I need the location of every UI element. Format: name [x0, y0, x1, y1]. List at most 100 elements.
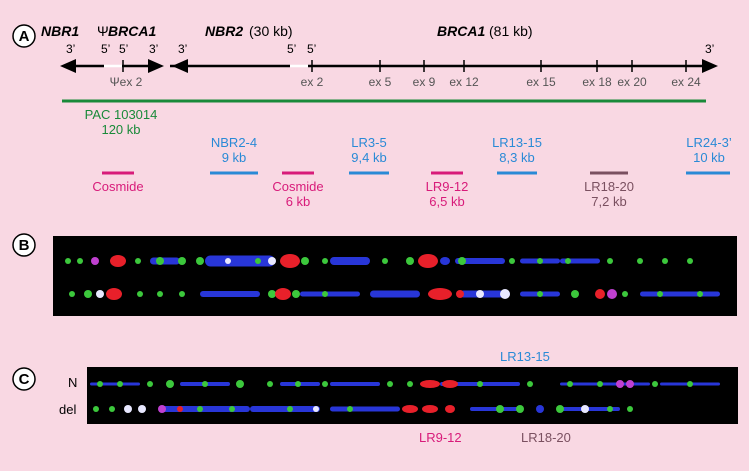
fiber-signal — [138, 405, 146, 413]
probe-lr9-12-name: LR9-12 — [426, 179, 469, 194]
fiber-signal — [157, 291, 163, 297]
fiber-signal — [597, 381, 603, 387]
fiber-signal — [109, 406, 115, 412]
exon-label-ex5: ex 5 — [369, 75, 392, 89]
fiber-signal — [406, 257, 414, 265]
nbr2-arrowhead — [172, 59, 188, 73]
fiber-signal — [322, 258, 328, 264]
fiber-signal — [607, 258, 613, 264]
fiber-signal — [177, 406, 183, 412]
brca1-end-5prime: 5’ — [307, 42, 316, 56]
fiber-signal — [382, 258, 388, 264]
fiber-segment — [330, 406, 400, 412]
exon-label-psi-ex2: Ψex 2 — [110, 75, 143, 89]
fiber-signal — [477, 381, 483, 387]
fiber-signal — [280, 254, 300, 268]
fiber-signal — [657, 291, 663, 297]
fiber-signal — [652, 381, 658, 387]
panel-b-fiber-top — [65, 254, 693, 268]
fiber-signal — [687, 258, 693, 264]
fiber-segment — [150, 257, 180, 265]
fiber-signal — [616, 380, 624, 388]
fiber-signal — [422, 405, 438, 413]
fiber-signal — [458, 257, 466, 265]
panel-c-image — [87, 367, 738, 424]
fiber-segment — [330, 257, 370, 265]
brca1-arrowhead — [702, 59, 718, 73]
brca1-end-3prime: 3’ — [705, 42, 714, 56]
exon-label-ex15: ex 15 — [526, 75, 556, 89]
fiber-signal — [322, 381, 328, 387]
probe-lr24-3-name: LR24-3’ — [686, 135, 732, 150]
fiber-segment — [455, 258, 505, 264]
fiber-signal — [428, 288, 452, 300]
fiber-signal — [110, 255, 126, 267]
nbr1-end-5prime: 5’ — [101, 42, 110, 56]
panel-b-letter: B — [19, 237, 30, 254]
fiber-signal — [268, 257, 276, 265]
exon-label-ex9: ex 9 — [413, 75, 436, 89]
fiber-segment — [640, 291, 720, 297]
fiber-signal — [135, 258, 141, 264]
probe-cosmide-2-name: Cosmide — [272, 179, 323, 194]
fiber-segment — [160, 406, 250, 412]
probe-lr13-15-name: LR13-15 — [492, 135, 542, 150]
probe-lr18-20-name: LR18-20 — [584, 179, 634, 194]
panel-c-row-normal: N — [68, 375, 77, 390]
fiber-signal — [178, 257, 186, 265]
fiber-signal — [476, 290, 484, 298]
fiber-signal — [627, 406, 633, 412]
fiber-signal — [537, 258, 543, 264]
fiber-signal — [96, 290, 104, 298]
fiber-signal — [637, 258, 643, 264]
fiber-signal — [407, 381, 413, 387]
fiber-signal — [158, 405, 166, 413]
fiber-signal — [662, 258, 668, 264]
probe-lr18-20-size: 7,2 kb — [591, 194, 626, 209]
fiber-signal — [440, 257, 450, 265]
probe-nbr2-4-size: 9 kb — [222, 150, 247, 165]
fiber-signal — [124, 405, 132, 413]
fiber-signal — [295, 381, 301, 387]
panel-c-label-lr9-12: LR9-12 — [419, 430, 462, 445]
fiber-signal — [117, 381, 123, 387]
fiber-signal — [571, 290, 579, 298]
fiber-signal — [77, 258, 83, 264]
fiber-segment — [250, 406, 320, 412]
fiber-signal — [268, 290, 276, 298]
fiber-signal — [527, 381, 533, 387]
fiber-signal — [445, 405, 455, 413]
fiber-signal — [287, 406, 293, 412]
probe-cosmide-1-name: Cosmide — [92, 179, 143, 194]
fiber-signal — [156, 257, 164, 265]
fiber-signal — [137, 291, 143, 297]
panel-b-fiber-bottom — [69, 288, 720, 300]
fiber-signal — [581, 405, 589, 413]
probe-lr24-3-size: 10 kb — [693, 150, 725, 165]
fiber-signal — [607, 406, 613, 412]
panel-b-badge — [12, 233, 36, 257]
fiber-signal — [687, 381, 693, 387]
exon-label-ex2: ex 2 — [301, 75, 324, 89]
fiber-signal — [236, 380, 244, 388]
pac-name: PAC 103014 — [85, 107, 158, 122]
fiber-signal — [229, 406, 235, 412]
fiber-signal — [313, 406, 319, 412]
panel-a-letter: A — [19, 28, 30, 45]
gene-brca1-size: (81 kb) — [489, 23, 533, 39]
fiber-segment — [370, 290, 420, 298]
fiber-signal — [536, 405, 544, 413]
fiber-signal — [418, 254, 438, 268]
fiber-signal — [567, 381, 573, 387]
fiber-signal — [322, 291, 328, 297]
fiber-signal — [69, 291, 75, 297]
fiber-signal — [179, 291, 185, 297]
fiber-signal — [420, 380, 440, 388]
fiber-signal — [225, 258, 231, 264]
panel-c-fiber-normal — [90, 380, 720, 388]
fiber-signal — [496, 405, 504, 413]
fiber-signal — [556, 405, 564, 413]
panel-c-row-deletion: del — [59, 402, 76, 417]
fiber-segment — [300, 291, 360, 297]
